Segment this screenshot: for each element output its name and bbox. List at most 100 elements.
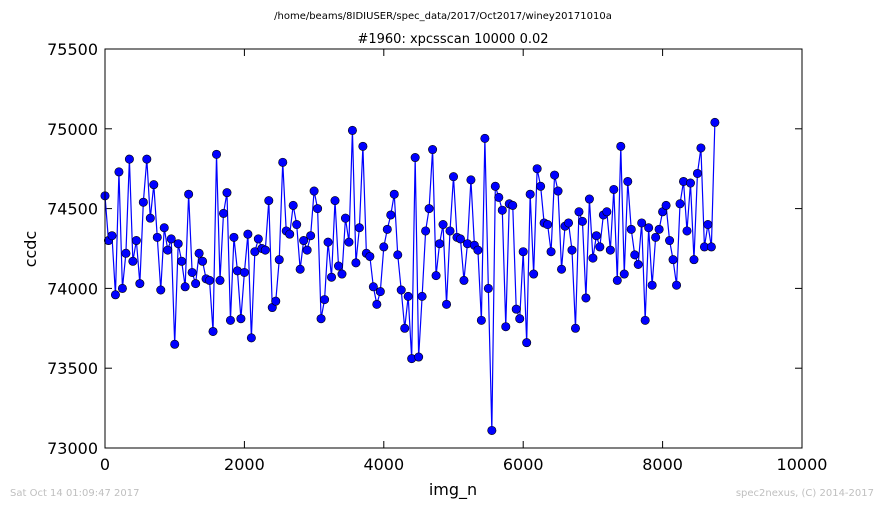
data-point bbox=[320, 295, 330, 305]
data-point bbox=[344, 237, 354, 247]
data-point bbox=[218, 208, 228, 218]
x-tick-label: 8000 bbox=[642, 455, 683, 474]
data-point bbox=[487, 425, 497, 435]
data-point bbox=[581, 293, 591, 303]
data-point bbox=[445, 226, 455, 236]
data-point bbox=[194, 248, 204, 258]
data-point bbox=[372, 299, 382, 309]
x-tick-label: 2000 bbox=[224, 455, 265, 474]
data-point bbox=[347, 125, 357, 135]
data-point bbox=[584, 194, 594, 204]
data-point bbox=[285, 229, 295, 239]
data-point bbox=[619, 269, 629, 279]
data-point bbox=[564, 218, 574, 228]
data-point bbox=[536, 181, 546, 191]
data-point bbox=[665, 236, 675, 246]
data-point bbox=[567, 245, 577, 255]
data-point bbox=[271, 296, 281, 306]
data-point bbox=[682, 226, 692, 236]
data-point bbox=[455, 234, 465, 244]
data-point bbox=[330, 196, 340, 206]
data-point bbox=[403, 291, 413, 301]
data-point bbox=[494, 192, 504, 202]
data-point bbox=[550, 170, 560, 180]
data-point bbox=[570, 323, 580, 333]
data-point bbox=[417, 291, 427, 301]
data-point bbox=[389, 189, 399, 199]
x-axis-label: img_n bbox=[429, 480, 477, 500]
data-point bbox=[156, 285, 166, 295]
data-point bbox=[163, 245, 173, 255]
data-point bbox=[208, 326, 218, 336]
data-point bbox=[229, 232, 239, 242]
x-tick-label: 6000 bbox=[503, 455, 544, 474]
series-ccdc bbox=[100, 117, 720, 435]
data-point bbox=[553, 186, 563, 196]
data-point bbox=[675, 199, 685, 209]
data-point bbox=[239, 267, 249, 277]
data-point bbox=[278, 157, 288, 167]
data-point bbox=[654, 224, 664, 234]
data-point bbox=[323, 237, 333, 247]
plot-frame bbox=[104, 48, 803, 449]
x-tick-label: 0 bbox=[100, 455, 110, 474]
data-point bbox=[246, 333, 256, 343]
data-point bbox=[302, 245, 312, 255]
data-point bbox=[644, 223, 654, 233]
data-point bbox=[696, 143, 706, 153]
data-point bbox=[414, 352, 424, 362]
data-point bbox=[124, 154, 134, 164]
data-point bbox=[609, 184, 619, 194]
data-point bbox=[222, 188, 232, 198]
data-point bbox=[365, 251, 375, 261]
data-point bbox=[480, 133, 490, 143]
axis-ticks: 0 2000 4000 6000 8000 10000 73000 73500 74000 745… bbox=[47, 40, 827, 474]
data-point bbox=[501, 322, 511, 332]
data-point bbox=[145, 213, 155, 223]
chart-title: #1960: xpcsscan 10000 0.02 bbox=[357, 32, 548, 47]
data-point bbox=[518, 247, 528, 257]
data-point bbox=[588, 253, 598, 263]
data-point bbox=[400, 323, 410, 333]
data-point bbox=[706, 242, 716, 252]
data-point bbox=[354, 223, 364, 233]
data-point bbox=[442, 299, 452, 309]
data-point bbox=[121, 248, 131, 258]
data-point bbox=[288, 200, 298, 210]
data-point bbox=[159, 223, 169, 233]
data-point bbox=[236, 314, 246, 324]
data-point bbox=[368, 282, 378, 292]
data-point bbox=[166, 234, 176, 244]
data-point bbox=[337, 269, 347, 279]
data-point bbox=[543, 220, 553, 230]
footer-timestamp: Sat Oct 14 01:09:47 2017 bbox=[10, 488, 140, 499]
data-point bbox=[431, 271, 441, 281]
data-point bbox=[421, 226, 431, 236]
data-point bbox=[184, 189, 194, 199]
data-point bbox=[264, 196, 274, 206]
data-point bbox=[685, 178, 695, 188]
y-tick-label: 75500 bbox=[47, 40, 98, 59]
data-point bbox=[142, 154, 152, 164]
data-point bbox=[107, 231, 117, 241]
data-point bbox=[410, 153, 420, 163]
data-point bbox=[710, 117, 720, 127]
data-point bbox=[379, 242, 389, 252]
data-point bbox=[152, 232, 162, 242]
data-point bbox=[382, 224, 392, 234]
data-point bbox=[633, 259, 643, 269]
data-point bbox=[515, 314, 525, 324]
data-point bbox=[473, 245, 483, 255]
data-point bbox=[438, 220, 448, 230]
data-point bbox=[577, 216, 587, 226]
data-point bbox=[637, 218, 647, 228]
data-point bbox=[574, 207, 584, 217]
data-point bbox=[668, 255, 678, 265]
y-axis-label: ccdc bbox=[21, 231, 40, 268]
data-point bbox=[647, 280, 657, 290]
data-point bbox=[131, 236, 141, 246]
data-point bbox=[393, 250, 403, 260]
data-point bbox=[128, 256, 138, 266]
data-point bbox=[340, 213, 350, 223]
